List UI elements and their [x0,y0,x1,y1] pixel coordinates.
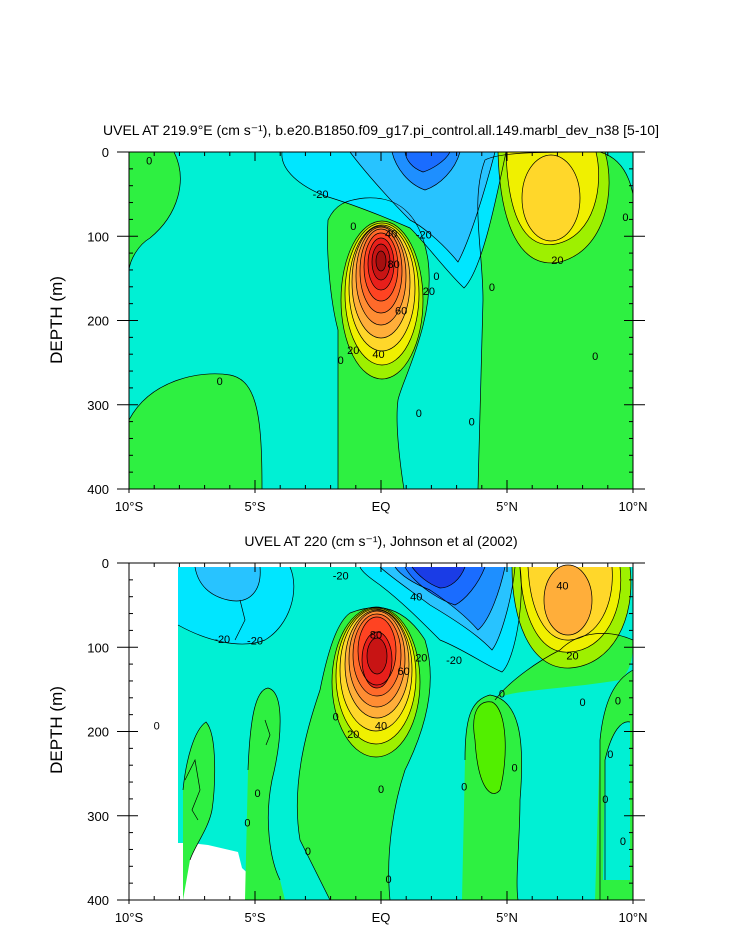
panel-observed-contour-labels: -20 -20 -20 80 40 60 20 -20 40 20 0 0 0 40 20 0 0 0 0 0 0 0 0 0… [154,571,626,886]
panel-model: UVEL AT 219.9°E (cm s⁻¹), b.e20.B1850.f0… [47,122,659,514]
contour-label: 0 [385,874,391,886]
contour-label: 0 [333,711,339,723]
contour-label: 0 [146,155,152,167]
contour-label: 0 [622,212,628,224]
contour-label: 0 [338,355,344,367]
y-tick-label: 0 [102,556,109,571]
contour-label: 0 [350,221,356,233]
x-tick-label: 5°S [244,910,265,925]
contour-label: 0 [602,794,608,806]
contour-label: 0 [244,817,250,829]
contour-label: 0 [154,721,160,733]
y-tick-label: 300 [87,809,109,824]
contour-label: 0 [469,417,475,429]
contour-label: -20 [313,189,329,201]
panel-observed-title: UVEL AT 220 (cm s⁻¹), Johnson et al (200… [244,533,517,549]
y-tick-label: 100 [87,640,109,655]
x-tick-label: 5°N [496,499,518,514]
contour-label: 80 [387,259,399,271]
contour-label: 0 [489,282,495,294]
contour-label: 40 [372,349,384,361]
contour-label: 0 [607,749,613,761]
contour-label: 0 [378,784,384,796]
contour-label: 0 [416,408,422,420]
x-tick-label: 10°N [618,910,647,925]
y-tick-label: 0 [102,145,109,160]
contour-label: 80 [370,630,382,642]
y-tick-label: 300 [87,398,109,413]
x-tick-label: EQ [372,910,391,925]
contour-label: 0 [254,788,260,800]
y-tick-label: 400 [87,893,109,908]
contour-label: 0 [580,697,586,709]
contour-label: 0 [499,689,505,701]
contour-label: 0 [461,781,467,793]
contour-label: 0 [615,695,621,707]
contour-label: 40 [410,592,422,604]
x-tick-label: 5°S [244,499,265,514]
contour-label: 0 [433,271,439,283]
x-tick-label: EQ [372,499,391,514]
contour-label: 20 [566,651,578,663]
x-tick-label: 10°N [618,499,647,514]
contour-label: 20 [423,286,435,298]
x-tick-label: 10°S [115,499,144,514]
contour-label: -20 [333,571,349,583]
contour-label: 60 [395,305,407,317]
panel-observed-ylabel: DEPTH (m) [47,686,66,774]
contour-label: 0 [592,351,598,363]
contour-label: -20 [446,655,462,667]
contour-label: 20 [551,255,563,267]
contour-label: 20 [347,729,359,741]
panel-model-title: UVEL AT 219.9°E (cm s⁻¹), b.e20.B1850.f0… [103,122,659,138]
contour-label: 40 [556,581,568,593]
contour-label: 20 [415,652,427,664]
contour-label: -20 [214,634,230,646]
contour-label: 0 [217,376,223,388]
contour-label: 0 [620,836,626,848]
y-tick-label: 200 [87,314,109,329]
contour-label: 0 [305,846,311,858]
contour-label: -20 [416,230,432,242]
contour-label: 40 [375,721,387,733]
y-tick-label: 200 [87,725,109,740]
contour-label: 60 [398,666,410,678]
panel-observed: UVEL AT 220 (cm s⁻¹), Johnson et al (200… [47,533,648,925]
panel-model-contour-field [129,152,633,489]
contour-label: 40 [385,229,397,241]
x-tick-label: 5°N [496,910,518,925]
contour-label: -20 [247,636,263,648]
contour-label: 0 [511,763,517,775]
contour-label: 20 [347,345,359,357]
panel-model-ylabel: DEPTH (m) [47,276,66,364]
x-tick-label: 10°S [115,910,144,925]
y-tick-label: 100 [87,229,109,244]
y-tick-label: 400 [87,482,109,497]
